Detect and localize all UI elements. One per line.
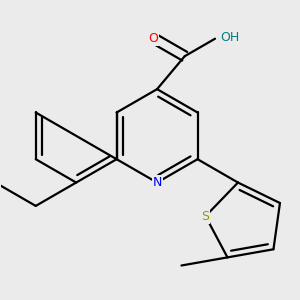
Text: S: S bbox=[202, 210, 209, 223]
Text: O: O bbox=[148, 32, 158, 45]
Text: OH: OH bbox=[220, 31, 239, 44]
Text: N: N bbox=[152, 176, 162, 189]
